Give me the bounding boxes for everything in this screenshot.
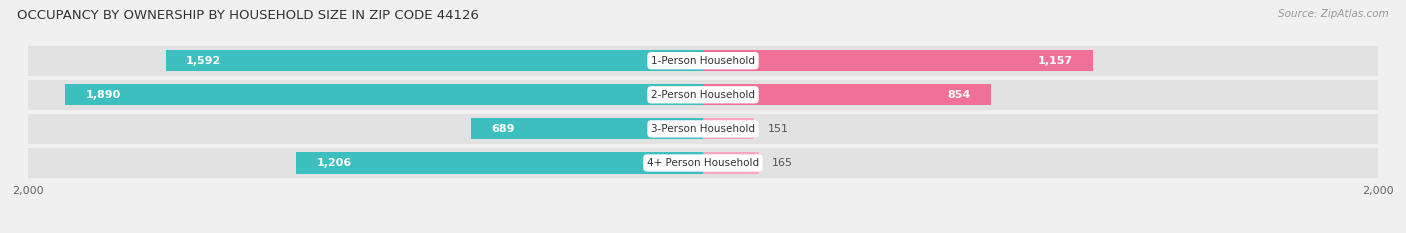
Text: 689: 689 [491, 124, 515, 134]
Bar [471, 118, 703, 140]
Bar [297, 152, 703, 174]
Bar [703, 50, 1094, 71]
Text: 4+ Person Household: 4+ Person Household [647, 158, 759, 168]
Text: 151: 151 [768, 124, 789, 134]
Bar [703, 152, 759, 174]
Bar [166, 50, 703, 71]
Bar [28, 80, 1378, 110]
Bar [28, 148, 1378, 178]
Text: 1,890: 1,890 [86, 90, 121, 100]
Bar [703, 118, 754, 140]
Text: OCCUPANCY BY OWNERSHIP BY HOUSEHOLD SIZE IN ZIP CODE 44126: OCCUPANCY BY OWNERSHIP BY HOUSEHOLD SIZE… [17, 9, 479, 22]
Text: 1,592: 1,592 [186, 56, 221, 66]
Bar [28, 46, 1378, 75]
Bar [703, 84, 991, 105]
Text: 1,206: 1,206 [316, 158, 352, 168]
Text: 1,157: 1,157 [1038, 56, 1073, 66]
Text: Source: ZipAtlas.com: Source: ZipAtlas.com [1278, 9, 1389, 19]
Text: 2-Person Household: 2-Person Household [651, 90, 755, 100]
Bar [28, 114, 1378, 144]
Bar [65, 84, 703, 105]
Text: 854: 854 [948, 90, 972, 100]
Text: 1-Person Household: 1-Person Household [651, 56, 755, 66]
Text: 3-Person Household: 3-Person Household [651, 124, 755, 134]
Text: 165: 165 [772, 158, 793, 168]
